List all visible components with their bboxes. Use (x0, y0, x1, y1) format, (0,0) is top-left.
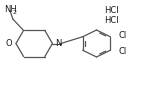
Text: N: N (55, 39, 61, 48)
Text: HCl: HCl (104, 6, 119, 15)
Text: O: O (5, 39, 12, 48)
Text: HCl: HCl (104, 16, 119, 25)
Text: Cl: Cl (119, 31, 127, 40)
Text: 2: 2 (12, 10, 16, 15)
Text: NH: NH (4, 5, 17, 14)
Text: Cl: Cl (119, 47, 127, 56)
